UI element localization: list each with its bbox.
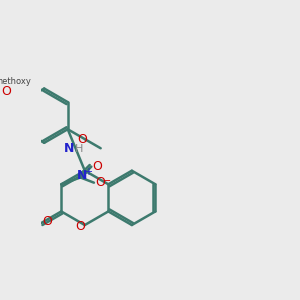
Text: O: O [77,134,87,146]
Text: N: N [64,142,74,154]
Text: H: H [74,144,83,154]
Text: +: + [84,167,92,177]
Text: O: O [96,176,106,189]
Text: O: O [42,215,52,228]
Text: O: O [93,160,103,172]
Text: N: N [77,169,88,182]
Text: O: O [75,220,85,233]
Text: methoxy: methoxy [0,77,31,86]
Text: O: O [1,85,11,98]
Text: −: − [103,176,111,186]
